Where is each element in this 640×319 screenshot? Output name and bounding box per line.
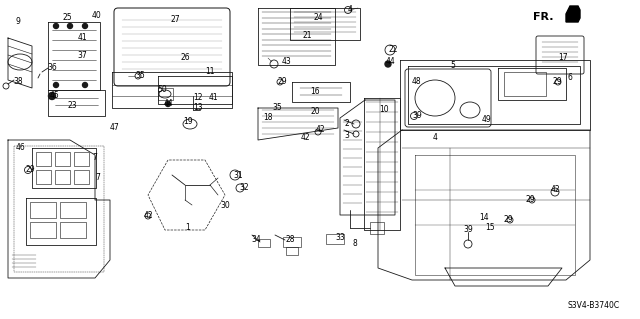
Text: 44: 44 bbox=[163, 99, 173, 108]
Bar bbox=[36, 152, 51, 166]
Text: 43: 43 bbox=[281, 57, 291, 66]
Text: 29: 29 bbox=[503, 216, 513, 225]
Text: 31: 31 bbox=[233, 170, 243, 180]
Text: 41: 41 bbox=[77, 33, 87, 42]
Text: 22: 22 bbox=[388, 46, 397, 55]
Bar bbox=[283, 237, 301, 247]
Text: 18: 18 bbox=[263, 114, 273, 122]
Text: 42: 42 bbox=[550, 186, 560, 195]
Text: 20: 20 bbox=[310, 108, 320, 116]
Bar bbox=[74, 170, 89, 184]
Text: 49: 49 bbox=[482, 115, 492, 124]
Circle shape bbox=[67, 24, 72, 28]
Text: 7: 7 bbox=[95, 174, 100, 182]
Bar bbox=[36, 170, 51, 184]
Text: 16: 16 bbox=[310, 87, 320, 97]
Text: 29: 29 bbox=[25, 166, 35, 174]
Text: 35: 35 bbox=[272, 103, 282, 113]
Circle shape bbox=[54, 83, 58, 87]
Text: 30: 30 bbox=[220, 201, 230, 210]
Bar bbox=[74, 152, 89, 166]
Text: 2: 2 bbox=[344, 120, 349, 129]
Text: 14: 14 bbox=[479, 213, 489, 222]
Text: 13: 13 bbox=[193, 102, 203, 112]
Text: 42: 42 bbox=[300, 133, 310, 143]
Bar bbox=[286, 247, 298, 255]
Circle shape bbox=[83, 83, 88, 87]
Text: 34: 34 bbox=[251, 235, 261, 244]
Text: 15: 15 bbox=[485, 224, 495, 233]
Bar bbox=[55, 170, 70, 184]
Text: 10: 10 bbox=[379, 106, 389, 115]
Text: 29: 29 bbox=[552, 78, 562, 86]
Text: 8: 8 bbox=[353, 240, 357, 249]
Text: 26: 26 bbox=[180, 54, 190, 63]
Bar bbox=[370, 222, 384, 234]
Text: 42: 42 bbox=[315, 125, 325, 135]
Bar bbox=[60, 202, 86, 218]
Text: 36: 36 bbox=[47, 63, 57, 72]
Text: 25: 25 bbox=[62, 13, 72, 23]
Text: 27: 27 bbox=[170, 16, 180, 25]
Text: 24: 24 bbox=[313, 13, 323, 23]
Bar bbox=[60, 222, 86, 238]
Text: FR.: FR. bbox=[534, 12, 554, 22]
Text: 6: 6 bbox=[568, 73, 572, 83]
Circle shape bbox=[49, 93, 56, 100]
Text: 48: 48 bbox=[411, 78, 421, 86]
Text: 47: 47 bbox=[110, 123, 120, 132]
Circle shape bbox=[166, 101, 170, 107]
Bar bbox=[30, 222, 56, 238]
Text: 50: 50 bbox=[157, 85, 167, 94]
Bar bbox=[55, 152, 70, 166]
Bar bbox=[504, 72, 546, 96]
Text: 12: 12 bbox=[193, 93, 203, 102]
Text: 11: 11 bbox=[205, 68, 215, 77]
Text: 39: 39 bbox=[412, 110, 422, 120]
Text: 44: 44 bbox=[385, 57, 395, 66]
Text: 41: 41 bbox=[208, 93, 218, 102]
Circle shape bbox=[385, 61, 391, 67]
Text: 32: 32 bbox=[239, 183, 249, 192]
Text: 37: 37 bbox=[77, 51, 87, 61]
Text: 5: 5 bbox=[451, 62, 456, 70]
Text: 39: 39 bbox=[463, 226, 473, 234]
Text: 3: 3 bbox=[344, 130, 349, 139]
Text: 29: 29 bbox=[277, 78, 287, 86]
Text: 40: 40 bbox=[92, 11, 102, 20]
Text: 4: 4 bbox=[433, 133, 437, 143]
Circle shape bbox=[83, 24, 88, 28]
Text: 33: 33 bbox=[335, 234, 345, 242]
Bar bbox=[258, 239, 270, 247]
Text: 28: 28 bbox=[285, 235, 295, 244]
Text: 35: 35 bbox=[135, 70, 145, 79]
Text: S3V4-B3740C: S3V4-B3740C bbox=[568, 301, 620, 310]
Text: 4: 4 bbox=[348, 5, 353, 14]
Text: 19: 19 bbox=[183, 117, 193, 127]
Text: 29: 29 bbox=[525, 196, 535, 204]
Text: 23: 23 bbox=[67, 101, 77, 110]
Text: 17: 17 bbox=[558, 54, 568, 63]
Bar bbox=[326, 234, 344, 244]
Bar bbox=[30, 202, 56, 218]
Text: 7: 7 bbox=[93, 153, 97, 162]
Text: 45: 45 bbox=[50, 91, 60, 100]
Text: 9: 9 bbox=[15, 18, 20, 26]
Circle shape bbox=[54, 24, 58, 28]
Text: 38: 38 bbox=[13, 78, 23, 86]
Text: 21: 21 bbox=[302, 32, 312, 41]
Text: 46: 46 bbox=[15, 144, 25, 152]
Polygon shape bbox=[566, 6, 580, 22]
Text: 1: 1 bbox=[186, 224, 190, 233]
Text: 42: 42 bbox=[143, 211, 153, 219]
